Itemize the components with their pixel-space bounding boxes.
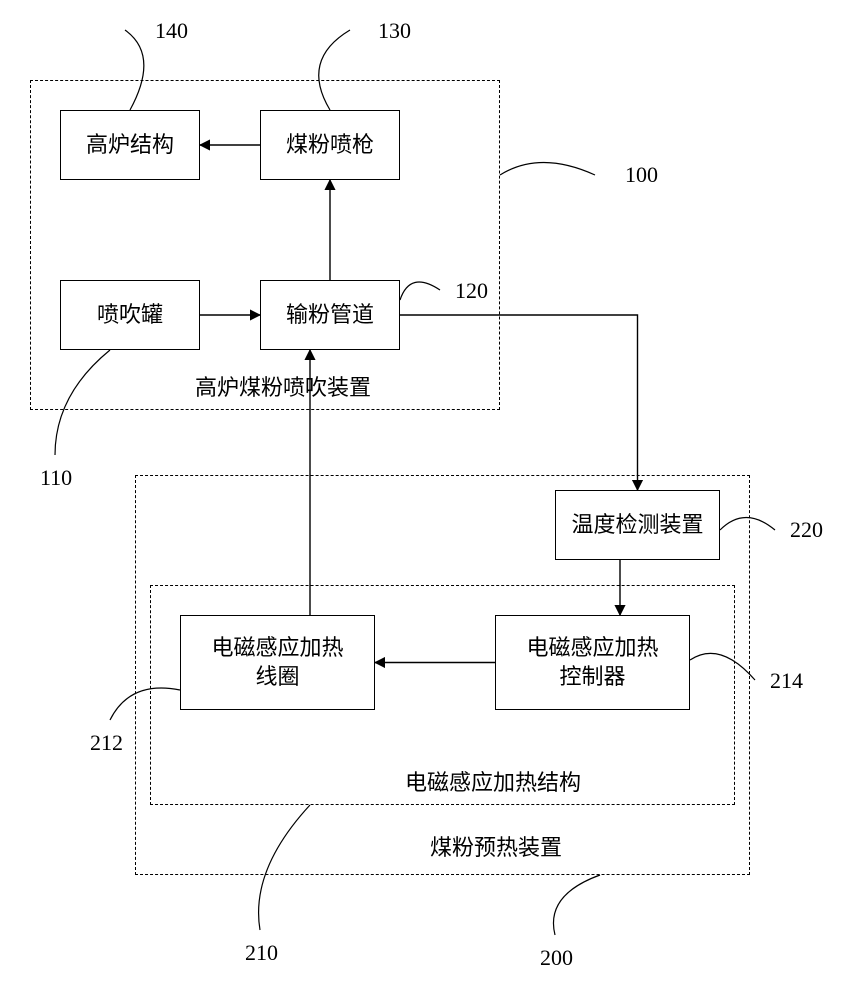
node-n220: 温度检测装置 <box>555 490 720 560</box>
node-n140: 高炉结构 <box>60 110 200 180</box>
ref-200: 200 <box>540 945 573 971</box>
ref-212: 212 <box>90 730 123 756</box>
ref-110: 110 <box>40 465 72 491</box>
group-label-inner: 电磁感应加热结构 <box>405 765 581 797</box>
ref-130: 130 <box>378 18 411 44</box>
ref-220: 220 <box>790 517 823 543</box>
group-label-bottom: 煤粉预热装置 <box>430 830 562 862</box>
ref-214: 214 <box>770 668 803 694</box>
diagram-canvas: 高炉煤粉喷吹装置煤粉预热装置电磁感应加热结构 高炉结构煤粉喷枪喷吹罐输粉管道温度检… <box>0 0 864 1000</box>
ref-100: 100 <box>625 162 658 188</box>
ref-210: 210 <box>245 940 278 966</box>
node-n120: 输粉管道 <box>260 280 400 350</box>
node-n212: 电磁感应加热线圈 <box>180 615 375 710</box>
node-n130: 煤粉喷枪 <box>260 110 400 180</box>
ref-120: 120 <box>455 278 488 304</box>
ref-140: 140 <box>155 18 188 44</box>
node-n214: 电磁感应加热控制器 <box>495 615 690 710</box>
group-label-top: 高炉煤粉喷吹装置 <box>195 370 371 402</box>
node-n110: 喷吹罐 <box>60 280 200 350</box>
